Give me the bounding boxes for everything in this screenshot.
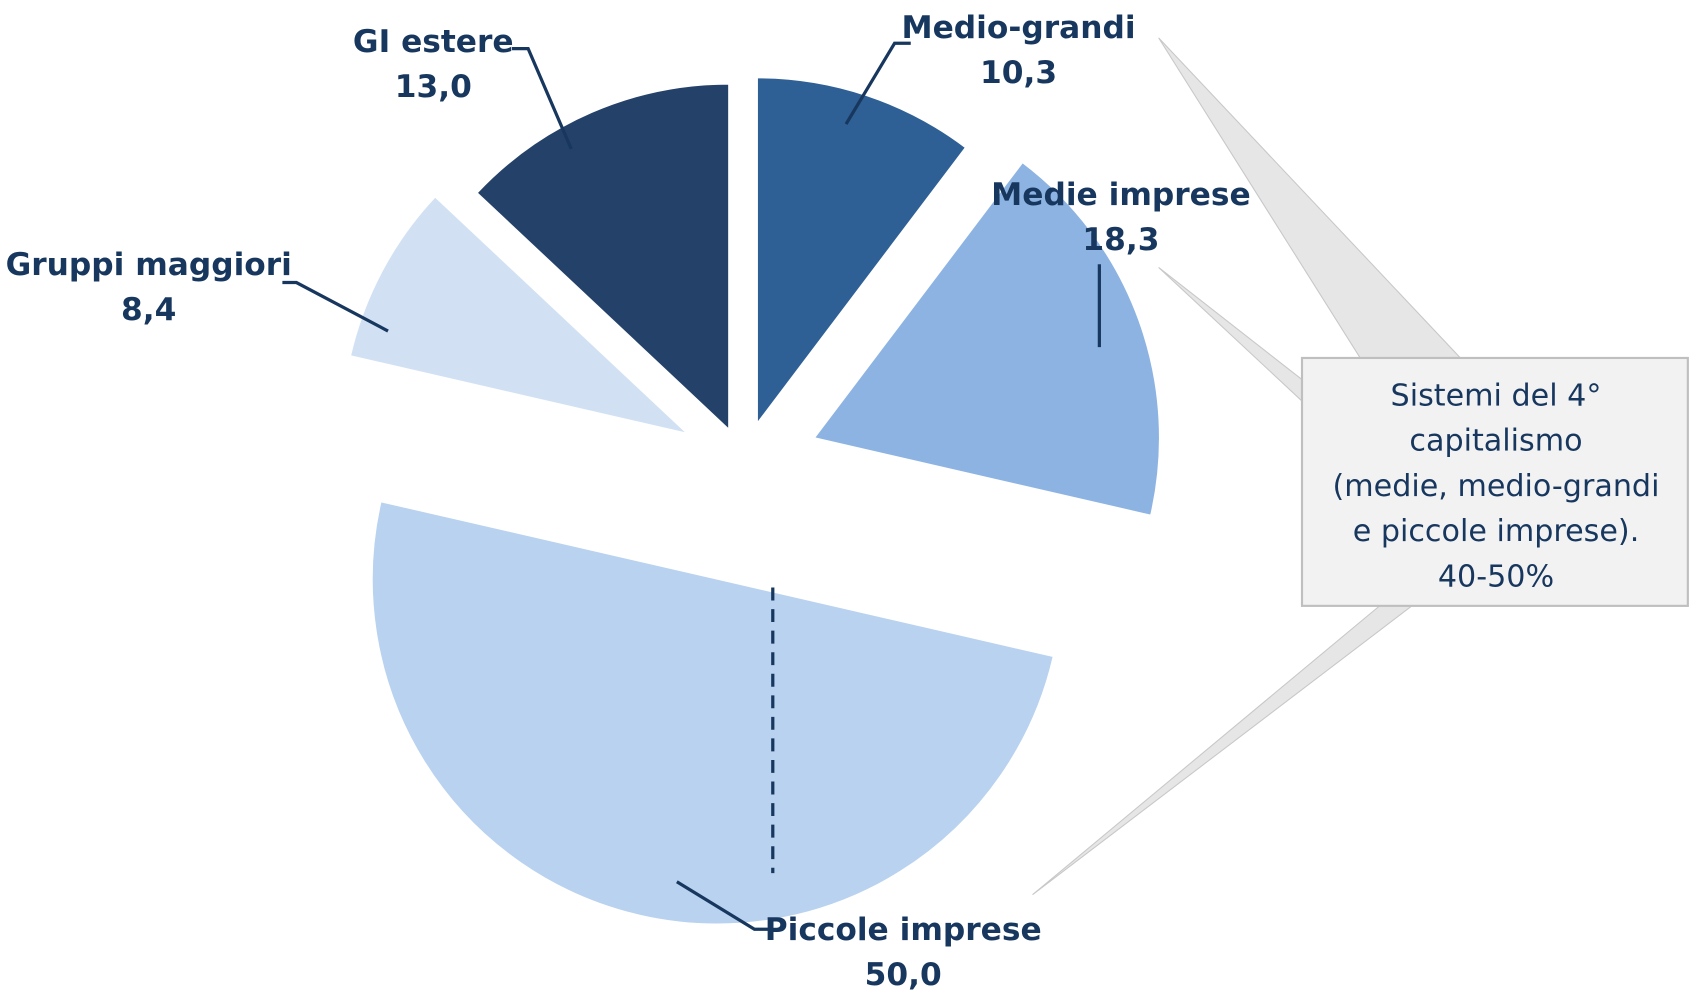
annotation-line: 40-50%	[1438, 559, 1554, 594]
callout-box	[1300, 356, 1689, 607]
slice-label: GI estere	[353, 24, 514, 60]
slice-label: Piccole imprese	[765, 912, 1042, 948]
slice-label: Medie imprese	[991, 177, 1250, 213]
value-label: 18,3	[1082, 222, 1159, 258]
annotation-line: capitalismo	[1409, 424, 1582, 459]
annotation-line: (medie, medio-grandi	[1333, 469, 1660, 504]
callout-pointer	[1158, 267, 1303, 403]
pie-slice	[813, 161, 1161, 516]
value-label: 50,0	[865, 957, 942, 993]
slice-label: Medio-grandi	[902, 10, 1136, 46]
callout-pointer	[1032, 605, 1414, 896]
value-label: 8,4	[121, 292, 176, 328]
slice-label: Gruppi maggiori	[6, 247, 292, 283]
leader-line	[282, 280, 389, 333]
leader-line	[676, 880, 771, 931]
value-label: 10,3	[980, 55, 1057, 91]
callout	[1032, 37, 1689, 896]
value-label: 13,0	[395, 69, 472, 105]
pie-slice	[756, 77, 967, 425]
pie-slice	[476, 83, 730, 431]
leader-line	[844, 41, 911, 125]
annotation-line: Sistemi del 4°	[1391, 378, 1602, 413]
pie-slice	[349, 196, 689, 435]
leader-line	[511, 47, 573, 150]
pie-slice	[371, 501, 1054, 925]
annotation-line: e piccole imprese).	[1353, 514, 1640, 549]
